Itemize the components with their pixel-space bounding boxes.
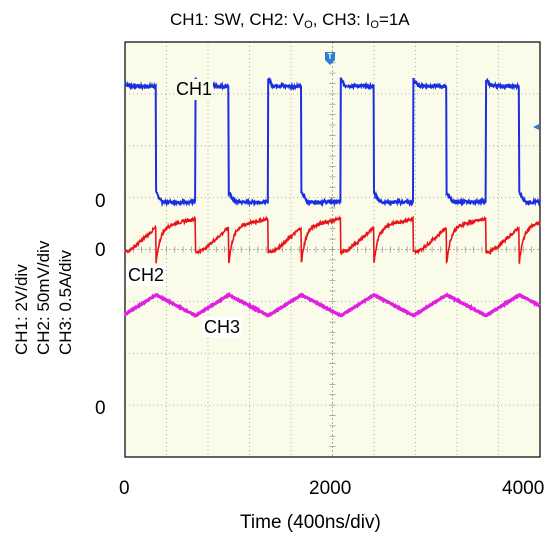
ch3-trace-label: CH3 — [202, 317, 243, 338]
y-axis-label-ch1: CH1: 2V/div — [12, 264, 31, 355]
ch1-zero-mark: 0 — [95, 191, 106, 212]
ch2-trace — [124, 214, 541, 265]
x-tick-label: 0 — [119, 478, 130, 499]
chart-title: CH1: SW, CH2: VO, CH3: IO=1A — [170, 10, 410, 31]
trigger-marker-label: T — [328, 52, 333, 61]
y-axis-label-ch3: CH3: 0.5A/div — [56, 250, 75, 355]
trigger-marker: T — [325, 52, 335, 65]
ch3-trace — [124, 291, 541, 318]
ch3-zero-mark: 0 — [95, 398, 106, 419]
x-tick-label: 4000 — [502, 478, 545, 499]
traces — [124, 77, 541, 318]
ch1-trace — [124, 77, 541, 208]
ch1-level-arrow-icon — [533, 124, 539, 130]
markers: T — [325, 52, 539, 130]
x-axis-label: Time (400ns/div) — [240, 512, 381, 533]
grid — [124, 41, 541, 458]
ch2-trace-label: CH2 — [126, 265, 167, 286]
ch1-trace-label: CH1 — [175, 79, 214, 100]
plot-border — [124, 41, 541, 458]
ch2-zero-mark: 0 — [95, 240, 106, 261]
y-axis-label-ch2: CH2: 50mV/div — [34, 240, 53, 355]
x-tick-label: 2000 — [309, 478, 352, 499]
